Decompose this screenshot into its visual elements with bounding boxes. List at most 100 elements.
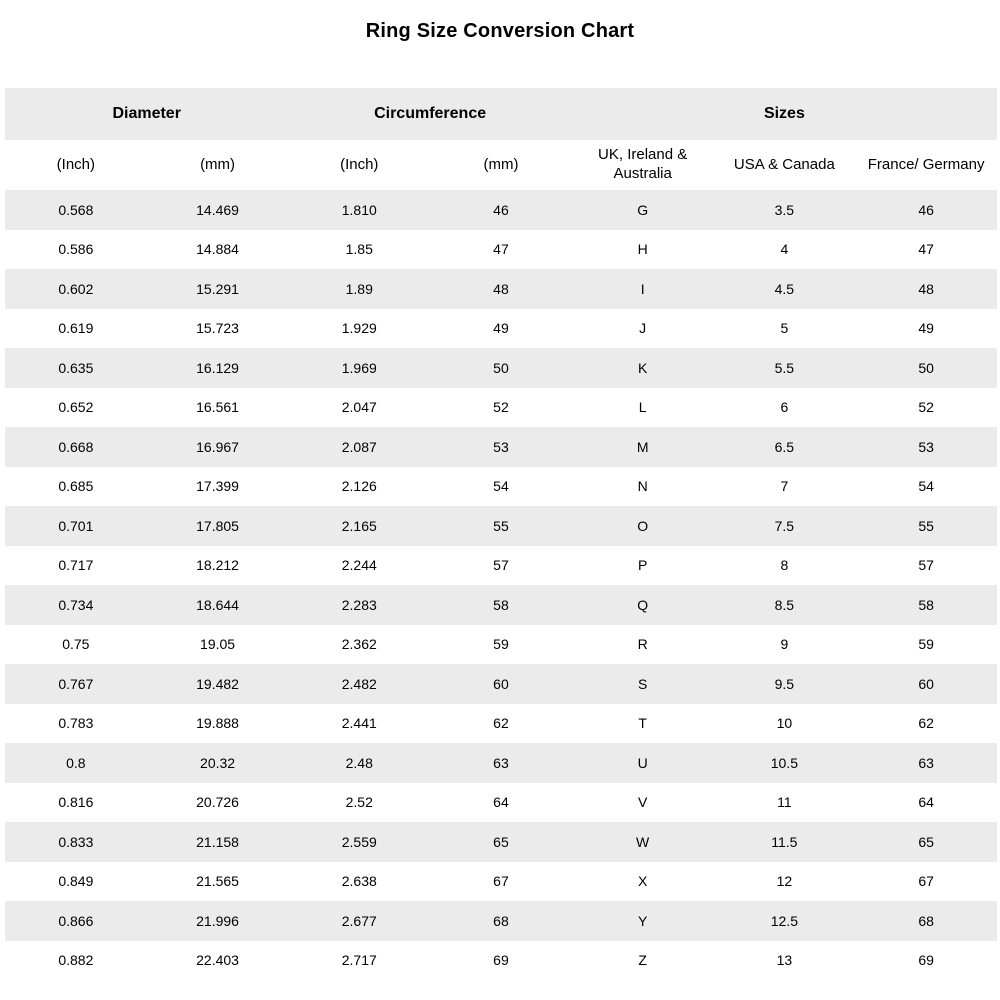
table-cell: U: [571, 743, 714, 783]
table-cell: 59: [855, 624, 997, 664]
table-cell: 0.652: [5, 387, 147, 427]
table-cell: 2.087: [288, 427, 431, 467]
table-cell: 58: [430, 585, 572, 625]
table-cell: 21.158: [146, 822, 289, 862]
table-cell: 8: [713, 545, 856, 585]
column-header-uk-ireland-australia: UK, Ireland & Australia: [571, 140, 714, 190]
table-cell: 10: [713, 703, 856, 743]
table-row: 0.75 19.05 2.362 59 R 9 59: [5, 624, 997, 664]
table-cell: 0.783: [5, 703, 147, 743]
table-cell: 47: [430, 229, 572, 269]
table-cell: 20.726: [146, 782, 289, 822]
table-cell: 13: [713, 940, 856, 980]
table-cell: 5: [713, 308, 856, 348]
table-cell: 53: [430, 427, 572, 467]
table-cell: Y: [571, 901, 714, 941]
table-cell: 57: [855, 545, 997, 585]
column-header-row: (Inch) (mm) (Inch) (mm) UK, Ireland & Au…: [5, 140, 997, 190]
table-cell: 10.5: [713, 743, 856, 783]
table-cell: P: [571, 545, 714, 585]
table-cell: 2.717: [288, 940, 431, 980]
table-cell: V: [571, 782, 714, 822]
table-row: 0.882 22.403 2.717 69 Z 13 69: [5, 940, 997, 980]
table-cell: L: [571, 387, 714, 427]
table-cell: 7.5: [713, 506, 856, 546]
table-cell: 16.967: [146, 427, 289, 467]
table-cell: 2.677: [288, 901, 431, 941]
table-cell: 4: [713, 229, 856, 269]
table-cell: Q: [571, 585, 714, 625]
table-cell: 48: [430, 269, 572, 309]
table-row: 0.866 21.996 2.677 68 Y 12.5 68: [5, 901, 997, 941]
group-header-sizes: Sizes: [571, 88, 997, 140]
table-cell: 18.212: [146, 545, 289, 585]
table-cell: 65: [855, 822, 997, 862]
table-cell: 54: [430, 466, 572, 506]
page-title: Ring Size Conversion Chart: [365, 20, 635, 42]
table-cell: I: [571, 269, 714, 309]
table-body: 0.568 14.469 1.810 46 G 3.5 46 0.586 14.884 1.85 4…: [5, 190, 997, 980]
table-row: 0.783 19.888 2.441 62 T 10 62: [5, 703, 997, 743]
table-cell: 21.996: [146, 901, 289, 941]
group-header-diameter: Diameter: [5, 88, 289, 140]
table-cell: 16.129: [146, 348, 289, 388]
column-header-circumference-mm: (mm): [430, 140, 572, 190]
table-row: 0.816 20.726 2.52 64 V 11 64: [5, 782, 997, 822]
table-cell: 53: [855, 427, 997, 467]
table-cell: 19.05: [146, 624, 289, 664]
table-cell: 5.5: [713, 348, 856, 388]
table-cell: 62: [430, 703, 572, 743]
column-header-usa-canada: USA & Canada: [713, 140, 856, 190]
table-cell: J: [571, 308, 714, 348]
table-row: 0.849 21.565 2.638 67 X 12 67: [5, 861, 997, 901]
table-cell: 0.734: [5, 585, 147, 625]
table-cell: 16.561: [146, 387, 289, 427]
table-cell: N: [571, 466, 714, 506]
table-cell: 4.5: [713, 269, 856, 309]
table-cell: 58: [855, 585, 997, 625]
table-cell: 15.291: [146, 269, 289, 309]
table-row: 0.701 17.805 2.165 55 O 7.5 55: [5, 506, 997, 546]
table-cell: 0.75: [5, 624, 147, 664]
table-row: 0.602 15.291 1.89 48 I 4.5 48: [5, 269, 997, 309]
table-cell: 67: [855, 861, 997, 901]
table-cell: 17.399: [146, 466, 289, 506]
table-cell: 8.5: [713, 585, 856, 625]
table-cell: Z: [571, 940, 714, 980]
group-header-circumference: Circumference: [288, 88, 572, 140]
table-cell: 2.559: [288, 822, 431, 862]
table-cell: 0.717: [5, 545, 147, 585]
table-cell: 60: [430, 664, 572, 704]
table-cell: 2.165: [288, 506, 431, 546]
table-cell: 15.723: [146, 308, 289, 348]
table-cell: 50: [855, 348, 997, 388]
table-cell: 65: [430, 822, 572, 862]
table-row: 0.734 18.644 2.283 58 Q 8.5 58: [5, 585, 997, 625]
table-cell: 0.866: [5, 901, 147, 941]
table-cell: 2.283: [288, 585, 431, 625]
table-cell: 69: [430, 940, 572, 980]
table-cell: 0.602: [5, 269, 147, 309]
table-cell: 46: [855, 190, 997, 230]
table-cell: X: [571, 861, 714, 901]
table-cell: H: [571, 229, 714, 269]
table-row: 0.586 14.884 1.85 47 H 4 47: [5, 229, 997, 269]
table-cell: 0.767: [5, 664, 147, 704]
table-cell: 12: [713, 861, 856, 901]
table-cell: 12.5: [713, 901, 856, 941]
table-row: 0.685 17.399 2.126 54 N 7 54: [5, 466, 997, 506]
table-cell: 6: [713, 387, 856, 427]
table-cell: 48: [855, 269, 997, 309]
table-cell: 1.85: [288, 229, 431, 269]
table-cell: 17.805: [146, 506, 289, 546]
table-cell: 1.89: [288, 269, 431, 309]
table-cell: 2.244: [288, 545, 431, 585]
table-cell: 68: [855, 901, 997, 941]
table-cell: 7: [713, 466, 856, 506]
table-cell: 14.884: [146, 229, 289, 269]
table-cell: 19.482: [146, 664, 289, 704]
table-cell: K: [571, 348, 714, 388]
table-cell: 63: [430, 743, 572, 783]
table-cell: 0.701: [5, 506, 147, 546]
column-header-diameter-mm: (mm): [146, 140, 289, 190]
